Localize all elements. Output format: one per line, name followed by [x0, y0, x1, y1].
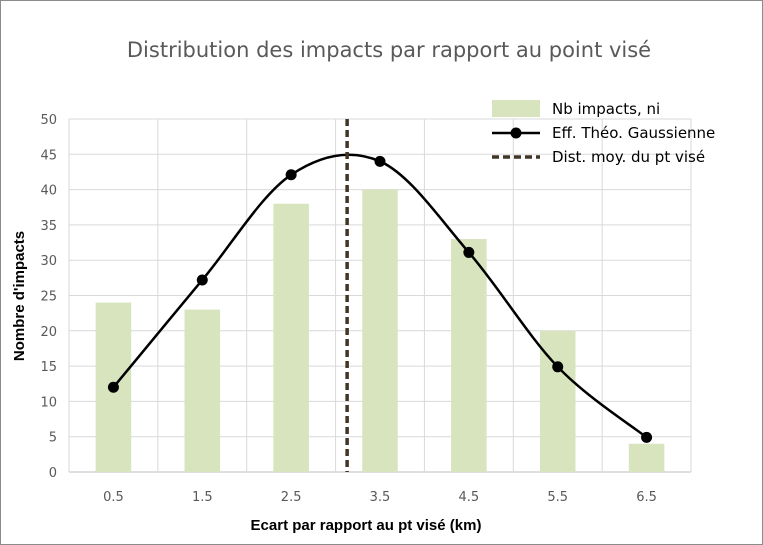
y-tick-label: 15 [40, 360, 57, 375]
legend-item-curve: Eff. Théo. Gaussienne [492, 124, 715, 142]
bar [184, 309, 221, 472]
legend-item-bars: Nb impacts, ni [492, 100, 660, 118]
y-tick-label: 25 [40, 290, 57, 305]
x-tick-label: 4.5 [459, 490, 480, 505]
gaussian-curve-marker [107, 381, 119, 393]
legend-swatch-bars [492, 100, 540, 117]
x-tick-label: 1.5 [192, 490, 213, 505]
gaussian-curve-marker [285, 169, 297, 181]
bar [628, 443, 665, 472]
y-tick-label: 50 [40, 113, 57, 128]
x-tick-label: 3.5 [370, 490, 391, 505]
x-tick-label: 6.5 [636, 490, 657, 505]
bar [451, 239, 487, 472]
legend: Nb impacts, ni Eff. Théo. Gaussienne Dis… [492, 100, 715, 166]
x-axis-title: Ecart par rapport au pt visé (km) [251, 517, 482, 534]
y-tick-label: 45 [40, 148, 57, 163]
y-tick-label: 35 [40, 219, 57, 234]
bar-series [95, 189, 665, 472]
legend-label-refline: Dist. moy. du pt visé [552, 148, 705, 166]
x-tick-label: 2.5 [281, 490, 302, 505]
gaussian-curve-marker [463, 246, 475, 258]
legend-label-curve: Eff. Théo. Gaussienne [552, 124, 715, 142]
y-tick-label: 40 [40, 184, 57, 199]
y-tick-label: 0 [49, 466, 57, 481]
legend-swatch-curve-marker [510, 127, 522, 139]
x-tick-labels: 0.5 1.5 2.5 3.5 4.5 5.5 6.5 [103, 490, 657, 505]
gaussian-curve-marker [374, 155, 386, 167]
gaussian-curve-series [107, 153, 653, 443]
y-tick-labels: 0 5 10 15 20 25 30 35 40 45 50 [40, 113, 57, 481]
y-axis-title: Nombre d'impacts [11, 231, 28, 361]
legend-item-refline: Dist. moy. du pt visé [492, 148, 705, 166]
y-tick-label: 20 [40, 325, 57, 340]
y-tick-label: 30 [40, 254, 57, 269]
y-tick-label: 5 [49, 431, 57, 446]
bar [273, 203, 309, 472]
gaussian-curve-marker [641, 431, 653, 443]
y-tick-label: 10 [40, 395, 57, 410]
legend-label-bars: Nb impacts, ni [552, 100, 660, 118]
gaussian-curve-marker [196, 274, 208, 286]
chart-title: Distribution des impacts par rapport au … [127, 38, 651, 62]
x-tick-label: 0.5 [103, 490, 124, 505]
x-tick-label: 5.5 [547, 490, 568, 505]
bar [362, 189, 398, 472]
gaussian-curve-marker [552, 361, 564, 373]
